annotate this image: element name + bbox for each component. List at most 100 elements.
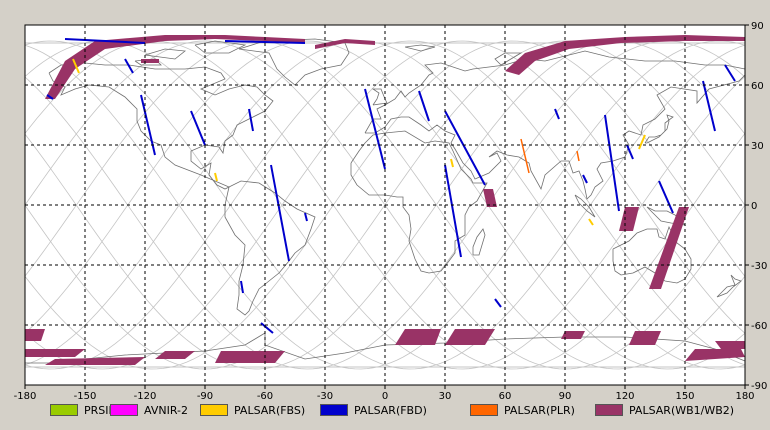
swath-palsar-fbd	[444, 164, 462, 258]
legend-label: PALSAR(PLR)	[504, 403, 575, 417]
legend-swatch	[110, 404, 138, 416]
swath-palsar-wb	[229, 355, 275, 361]
swath-palsar-wb	[619, 207, 639, 231]
x-tick-label: 60	[499, 391, 512, 400]
x-tick-label: 30	[439, 391, 452, 400]
legend-label: PALSAR(FBS)	[234, 403, 306, 417]
swath-palsar-wb	[561, 331, 585, 339]
coastline	[371, 88, 388, 106]
coastline	[574, 194, 596, 218]
swath-palsar-fbd	[240, 280, 244, 294]
legend-item: AVNIR-2	[110, 402, 188, 418]
longitude-tick-labels: -180 -150 -120 -90 -60 -30 0 30 60 90 120 150 180	[14, 385, 755, 400]
swath-palsar-fbd	[124, 58, 134, 74]
swath-palsar-wb	[483, 189, 497, 207]
y-tick-label: 60	[751, 81, 764, 92]
legend-item: PALSAR(PLR)	[470, 402, 575, 418]
swath-palsar-wb	[395, 329, 441, 345]
swath-palsar-wb	[315, 39, 375, 49]
y-tick-label: -30	[751, 261, 767, 272]
x-tick-label: 180	[735, 391, 754, 400]
coastline	[144, 48, 187, 60]
x-tick-label: 90	[559, 391, 572, 400]
legend: PRSIM AVNIR-2 PALSAR(FBS) PALSAR(FBD) PALSAR…	[0, 400, 770, 422]
coastline	[238, 38, 350, 86]
swath-palsar-wb	[445, 329, 495, 345]
swath-palsar-fbd	[626, 144, 634, 160]
swath-palsar-fbd	[494, 298, 502, 308]
legend-label: PALSAR(WB1/WB2)	[629, 403, 735, 417]
swath-palsar-fbd	[190, 110, 206, 146]
swath-palsar-fbd	[554, 108, 560, 120]
coastline	[364, 50, 746, 134]
coastline	[494, 52, 523, 66]
legend-item: PRSIM	[50, 402, 118, 418]
swath-palsar-fbd	[364, 88, 386, 170]
swath-palsar-fbd	[724, 64, 736, 82]
x-tick-label: -180	[14, 391, 37, 400]
y-tick-label: 30	[751, 141, 764, 152]
swath-palsar-fbd	[224, 40, 306, 44]
legend-label: AVNIR-2	[144, 403, 188, 417]
x-tick-label: 120	[615, 391, 634, 400]
x-tick-label: -120	[134, 391, 157, 400]
swath-palsar-fbd	[582, 174, 588, 184]
coastline	[194, 40, 247, 54]
swath-palsar-fbd	[46, 94, 54, 100]
legend-item: PALSAR(WB1/WB2)	[595, 402, 734, 418]
coastline	[472, 228, 486, 256]
legend-swatch	[320, 404, 348, 416]
x-tick-label: -90	[197, 391, 213, 400]
swath-palsar-fbd	[444, 110, 486, 186]
swath-palsar-plr	[576, 150, 580, 162]
swath-palsar-wb	[25, 349, 85, 357]
swath-palsar-fbs	[588, 218, 594, 226]
y-tick-label: -90	[751, 381, 767, 392]
swath-palsar-fbd	[304, 212, 308, 222]
coastline	[365, 74, 746, 200]
legend-swatch	[595, 404, 623, 416]
swath-palsar-fbs	[214, 172, 218, 182]
legend-swatch	[50, 404, 78, 416]
swath-palsar-fbd	[702, 80, 716, 132]
swath-palsar-wb	[141, 59, 159, 63]
x-tick-label: -30	[317, 391, 333, 400]
coastline	[404, 44, 436, 52]
coastline	[716, 274, 742, 298]
legend-label: PRSIM	[84, 403, 118, 417]
coverage-map: -180 -150 -120 -90 -60 -30 0 30 60 90 120 150 180 90…	[13, 21, 768, 400]
swath-palsar-fbd	[248, 108, 254, 132]
swath-palsar-wb	[629, 331, 661, 345]
x-tick-label: 0	[382, 391, 388, 400]
x-tick-label: -60	[257, 391, 273, 400]
swath-palsar-fbd	[604, 114, 620, 212]
swath-palsar-wb	[155, 351, 195, 359]
swath-palsar-fbs	[72, 58, 80, 74]
swath-palsar-fbs	[450, 158, 454, 168]
swath-palsar-fbd	[658, 180, 674, 214]
legend-item: PALSAR(FBD)	[320, 402, 427, 418]
swath-palsar-fbd	[418, 90, 430, 122]
swath-palsar-wb	[25, 329, 45, 341]
legend-swatch	[200, 404, 228, 416]
swath-palsar-wb	[45, 357, 145, 365]
coastline	[224, 180, 316, 316]
coastline	[644, 114, 674, 144]
swath-palsar-wb	[685, 349, 745, 361]
swath-palsar-wb	[715, 341, 745, 349]
swath-palsar-fbd	[260, 322, 274, 334]
y-tick-label: -60	[751, 321, 767, 332]
x-tick-label: -150	[74, 391, 97, 400]
y-tick-label: 0	[751, 201, 757, 212]
coastline	[350, 130, 488, 274]
swath-palsar-fbs	[638, 134, 646, 150]
swath-palsar-fbd	[64, 38, 146, 44]
swath-palsar-fbd	[270, 164, 290, 262]
swath-palsar-wb	[649, 207, 689, 289]
legend-item: PALSAR(FBS)	[200, 402, 305, 418]
swath-palsar-plr	[520, 138, 530, 174]
legend-label: PALSAR(FBD)	[354, 403, 427, 417]
x-tick-label: 150	[675, 391, 694, 400]
y-tick-label: 90	[751, 21, 764, 32]
latitude-tick-labels: 90 60 30 0 -30 -60 -90	[745, 21, 767, 392]
